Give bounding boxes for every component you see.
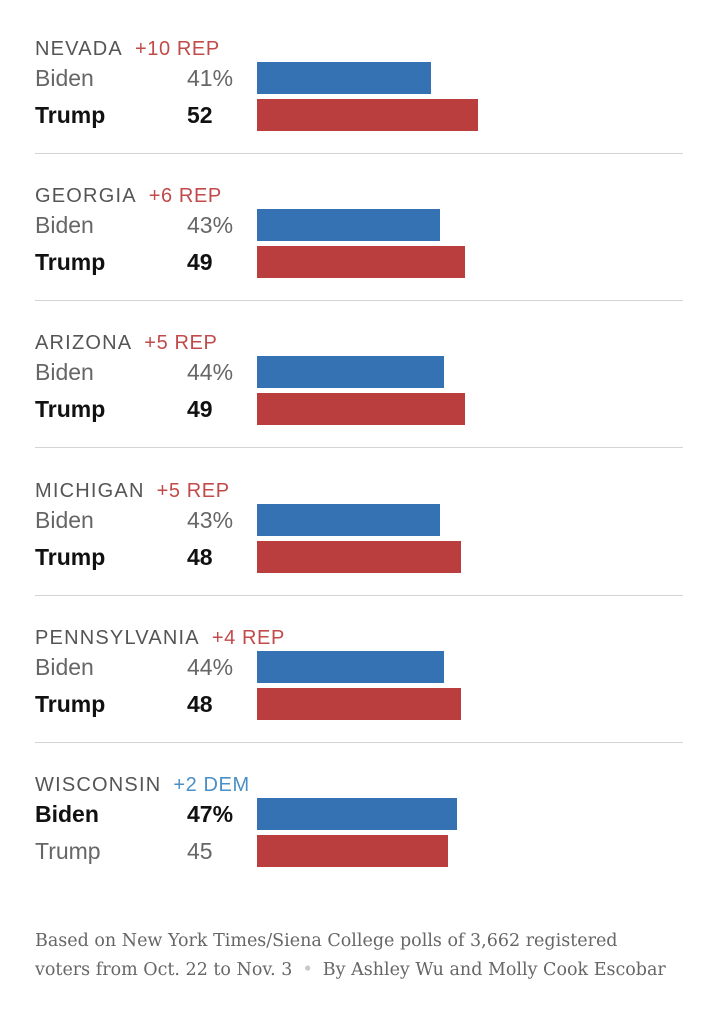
candidate-row: Biden 47% — [35, 798, 683, 830]
state-name: MICHIGAN — [35, 479, 145, 502]
poll-chart: NEVADA +10 REP Biden 41% Trump 52 GEORGIA +6 RE… — [35, 12, 683, 895]
candidate-row: Trump 48 — [35, 540, 683, 573]
bar-trump — [257, 393, 465, 426]
candidate-name: Biden — [35, 801, 99, 827]
candidate-name: Biden — [35, 65, 94, 91]
state-margin: +5 REP — [156, 479, 230, 502]
value-label: 44% — [187, 653, 234, 680]
candidate-row: Trump 52 — [35, 99, 683, 131]
state-name: PENNSYLVANIA — [35, 626, 200, 649]
value-label: 48 — [187, 543, 213, 570]
candidate-row: Trump 49 — [35, 393, 683, 426]
candidate-name: Trump — [35, 396, 106, 423]
chart-footer: Based on New York Times/Siena College po… — [35, 927, 675, 984]
bar-biden — [257, 650, 444, 683]
candidate-row: Trump 48 — [35, 687, 683, 720]
value-label: 49 — [187, 249, 213, 276]
value-label: 47% — [187, 801, 234, 827]
candidate-row: Biden 43% — [35, 503, 683, 536]
value-label: 45 — [187, 838, 213, 864]
state-name: NEVADA — [35, 38, 123, 60]
divider — [35, 300, 683, 302]
bar-biden — [257, 62, 431, 94]
bar-biden — [257, 503, 440, 536]
divider — [35, 153, 683, 154]
state-margin: +2 DEM — [173, 774, 250, 796]
bar-trump — [257, 99, 478, 131]
state-header: NEVADA +10 REP — [35, 38, 220, 61]
value-label: 44% — [187, 359, 234, 386]
state-margin: +6 REP — [148, 185, 222, 208]
state-group-michigan: MICHIGAN +5 REP Biden 43% Trump 48 — [35, 454, 683, 601]
candidate-name: Biden — [35, 506, 94, 533]
footer-separator: • — [302, 959, 313, 980]
candidate-name: Biden — [35, 653, 94, 680]
divider — [35, 594, 683, 596]
state-group-arizona: ARIZONA +5 REP Biden 44% Trump 49 — [35, 306, 683, 453]
candidate-name: Biden — [35, 359, 94, 386]
candidate-row: Biden 44% — [35, 356, 683, 389]
state-margin: +5 REP — [144, 332, 218, 355]
candidate-name: Trump — [35, 102, 106, 128]
state-margin: +10 REP — [134, 38, 220, 60]
candidate-row: Biden 41% — [35, 62, 683, 94]
state-group-pennsylvania: PENNSYLVANIA +4 REP Biden 44% Trump 48 — [35, 601, 683, 748]
candidate-row: Trump 45 — [35, 835, 683, 867]
footer-source: Based on New York Times/Siena College po… — [35, 931, 618, 980]
state-group-wisconsin: WISCONSIN +2 DEM Biden 47% Trump 45 — [35, 748, 683, 895]
candidate-name: Biden — [35, 212, 94, 239]
candidate-row: Biden 43% — [35, 209, 683, 242]
candidate-name: Trump — [35, 838, 101, 864]
state-name: GEORGIA — [35, 185, 137, 208]
state-group-nevada: NEVADA +10 REP Biden 41% Trump 52 — [35, 12, 683, 159]
bar-trump — [257, 540, 461, 573]
footer-byline: By Ashley Wu and Molly Cook Escobar — [322, 959, 666, 980]
state-header: ARIZONA +5 REP — [35, 332, 217, 355]
state-header: PENNSYLVANIA +4 REP — [35, 627, 285, 650]
candidate-name: Trump — [35, 690, 106, 717]
bar-trump — [257, 246, 465, 279]
value-label: 52 — [187, 102, 213, 128]
state-group-georgia: GEORGIA +6 REP Biden 43% Trump 49 — [35, 159, 683, 306]
bar-biden — [257, 209, 440, 242]
candidate-name: Trump — [35, 543, 106, 570]
bar-trump — [257, 687, 461, 720]
state-name: WISCONSIN — [35, 774, 162, 796]
candidate-row: Trump 49 — [35, 246, 683, 279]
bar-trump — [257, 835, 448, 867]
candidate-name: Trump — [35, 249, 106, 276]
divider — [35, 741, 683, 743]
state-name: ARIZONA — [35, 332, 133, 355]
bar-biden — [257, 798, 457, 830]
value-label: 49 — [187, 396, 213, 423]
state-header: MICHIGAN +5 REP — [35, 480, 230, 503]
state-header: GEORGIA +6 REP — [35, 185, 222, 208]
bar-biden — [257, 356, 444, 389]
value-label: 48 — [187, 690, 213, 717]
value-label: 43% — [187, 212, 234, 239]
state-header: WISCONSIN +2 DEM — [35, 774, 250, 797]
state-margin: +4 REP — [211, 626, 285, 649]
value-label: 41% — [187, 65, 234, 91]
divider — [35, 447, 683, 449]
candidate-row: Biden 44% — [35, 650, 683, 683]
value-label: 43% — [187, 506, 234, 533]
